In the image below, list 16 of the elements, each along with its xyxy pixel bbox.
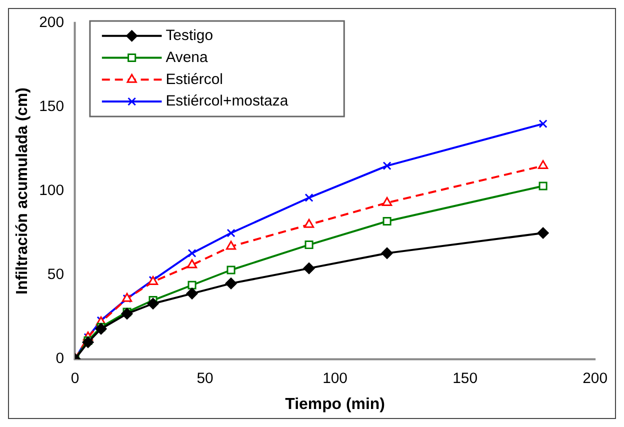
y-tick-label: 50 — [47, 266, 64, 284]
x-tick-label: 100 — [322, 370, 348, 388]
legend-label: Testigo — [166, 27, 214, 44]
y-tick-label: 0 — [56, 350, 64, 368]
y-tick-label: 100 — [39, 182, 64, 200]
x-tick-label: 200 — [582, 370, 608, 388]
y-tick-label: 150 — [39, 98, 64, 116]
x-tick-label: 0 — [70, 370, 80, 388]
x-tick-label: 150 — [452, 370, 478, 388]
x-tick-label: 50 — [196, 370, 214, 388]
legend-label: Estiércol+mostaza — [166, 92, 289, 110]
y-tick-label: 200 — [39, 14, 64, 32]
legend-label: Estiércol — [166, 70, 223, 88]
legend-label: Avena — [166, 48, 208, 66]
y-axis-title: Infiltración acumulada (cm) — [14, 88, 31, 294]
x-axis-title: Tiempo (min) — [285, 396, 385, 413]
